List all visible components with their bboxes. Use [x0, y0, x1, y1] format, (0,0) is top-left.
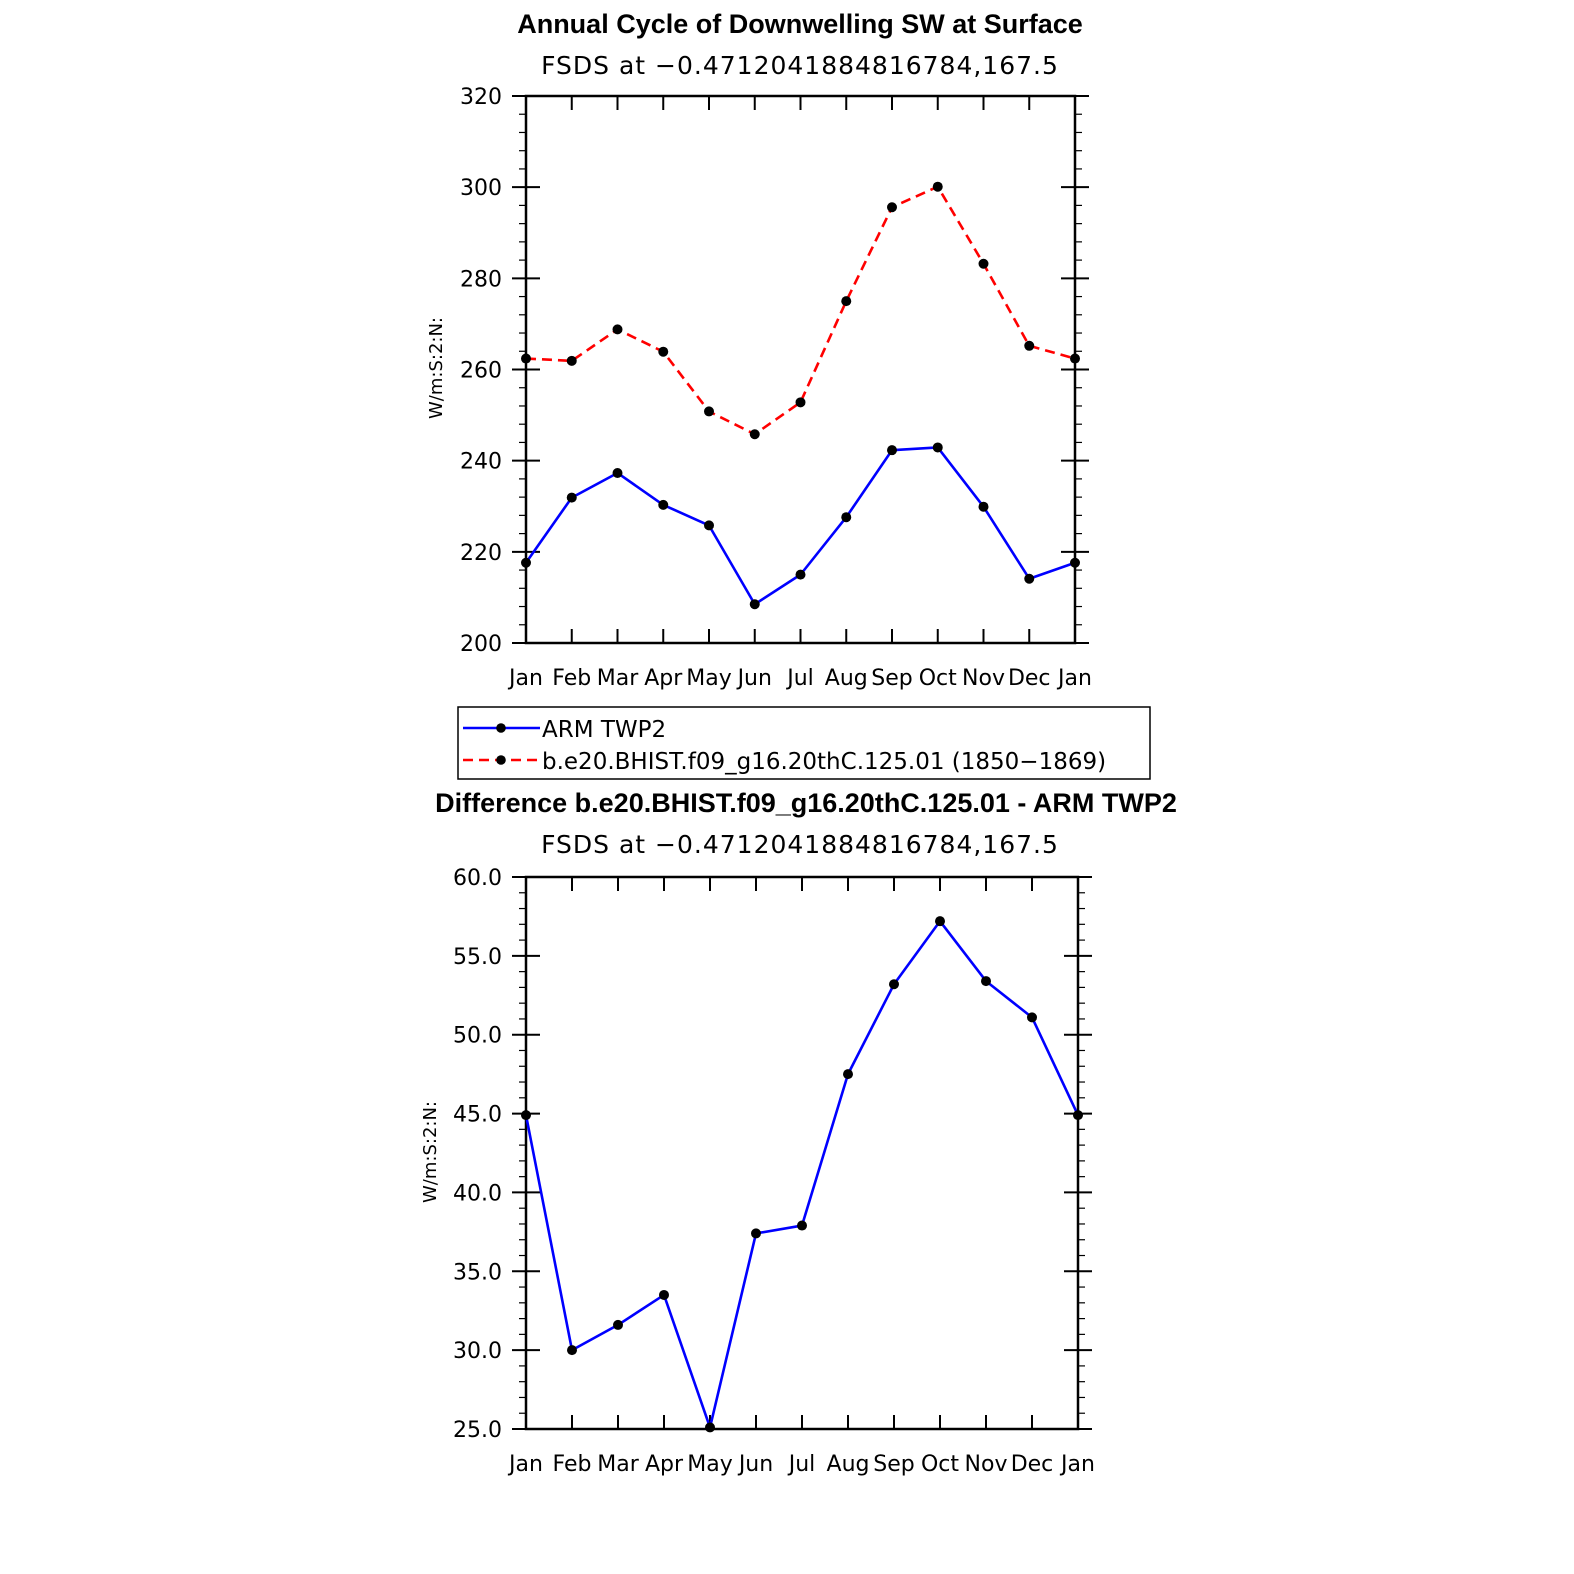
top-series-0-point	[932, 442, 943, 453]
bottom-xtick-label: Apr	[645, 1452, 684, 1477]
bottom-chart-title: Difference b.e20.BHIST.f09_g16.20thC.125…	[435, 788, 1177, 818]
top-ytick-label: 220	[460, 541, 502, 566]
legend: ARM TWP2 b.e20.BHIST.f09_g16.20thC.125.0…	[457, 706, 1151, 780]
top-series-1-point	[521, 353, 531, 364]
legend-label-model: b.e20.BHIST.f09_g16.20thC.125.01 (1850−1…	[542, 749, 1106, 775]
top-xtick-label: Jan	[1056, 666, 1092, 691]
top-xtick-label: Sep	[871, 666, 912, 691]
bottom-ytick-label: 60.0	[453, 866, 502, 891]
bottom-ytick-label: 30.0	[453, 1339, 502, 1364]
legend-box	[457, 706, 1151, 780]
top-series-1-point	[795, 397, 806, 408]
bottom-series-0-point	[567, 1345, 577, 1356]
top-xtick-label: Jul	[785, 666, 814, 691]
top-series-0-point	[521, 557, 531, 568]
top-series-1-point	[841, 296, 852, 307]
bottom-xtick-label: Aug	[827, 1452, 870, 1477]
bottom-xtick-label: May	[687, 1452, 732, 1477]
top-plot-area: Jan Feb Mar Apr May Jun Jul Aug Sep Oct Nov Dec Jan2…	[460, 85, 1092, 691]
bottom-series-0-point	[797, 1220, 807, 1231]
top-ytick-label: 240	[460, 450, 502, 475]
top-xtick-label: Nov	[962, 666, 1005, 691]
top-xtick-label: Jan	[507, 666, 543, 691]
top-series-0-point	[1024, 573, 1035, 584]
top-ytick-label: 320	[460, 85, 502, 110]
bottom-xtick-label: Nov	[965, 1452, 1008, 1477]
bottom-chart-ylabel: W/m:S:2:N:	[420, 1101, 441, 1203]
top-series-1-point	[566, 355, 577, 366]
bottom-xtick-label: Jul	[787, 1452, 816, 1477]
top-series-0-point	[841, 512, 852, 523]
bottom-xtick-label: Jan	[1059, 1452, 1095, 1477]
top-series-1-point	[932, 181, 943, 192]
bottom-series-0-point	[751, 1228, 761, 1239]
bottom-xtick-label: Dec	[1011, 1452, 1054, 1477]
bottom-series-0-point	[889, 979, 899, 990]
legend-label-arm: ARM TWP2	[542, 717, 666, 743]
top-ytick-label: 300	[460, 176, 502, 201]
top-series-1-point	[1070, 353, 1080, 364]
top-xtick-label: May	[686, 666, 731, 691]
legend-marker-arm	[496, 723, 506, 733]
top-series-1-point	[978, 258, 989, 269]
top-series-0-point	[658, 499, 669, 510]
top-ytick-label: 260	[460, 359, 502, 384]
bottom-series-0-point	[843, 1069, 853, 1080]
bottom-series-0-point	[1027, 1012, 1037, 1023]
top-xtick-label: Aug	[825, 666, 868, 691]
legend-marker-model	[496, 755, 506, 765]
bottom-series-0-point	[613, 1319, 623, 1330]
top-series-0-point	[566, 492, 577, 503]
bottom-ytick-label: 25.0	[453, 1418, 502, 1443]
top-series-0-point	[704, 520, 714, 531]
top-series-1-point	[749, 429, 760, 440]
bottom-xtick-label: Mar	[597, 1452, 639, 1477]
bottom-series-0-point	[935, 916, 945, 927]
top-series-0-point	[887, 445, 897, 456]
bottom-series-0-point	[1073, 1110, 1083, 1121]
top-series-0-point	[978, 501, 989, 512]
top-ytick-label: 200	[460, 632, 502, 657]
bottom-xtick-label: Jun	[737, 1452, 773, 1477]
bottom-xtick-label: Jan	[507, 1452, 543, 1477]
top-xtick-label: Jun	[736, 666, 772, 691]
top-series-0-point	[612, 467, 623, 478]
top-chart-ylabel: W/m:S:2:N:	[426, 317, 447, 419]
bottom-ytick-label: 35.0	[453, 1260, 502, 1285]
bottom-series-0-point	[981, 976, 991, 987]
bottom-xtick-label: Feb	[553, 1452, 592, 1477]
top-series-0-point	[749, 599, 760, 610]
top-series-0-point	[1070, 557, 1080, 568]
top-ytick-label: 280	[460, 267, 502, 292]
top-xtick-label: Apr	[644, 666, 683, 691]
top-xtick-label: Feb	[552, 666, 591, 691]
bottom-xtick-label: Oct	[921, 1452, 959, 1477]
top-xtick-label: Oct	[919, 666, 957, 691]
top-series-1-point	[612, 324, 623, 335]
bottom-series-0-point	[521, 1110, 531, 1121]
bottom-ytick-label: 45.0	[453, 1103, 502, 1128]
top-series-1-point	[1024, 340, 1035, 351]
top-series-1-point	[658, 346, 669, 357]
top-xtick-label: Dec	[1008, 666, 1051, 691]
bottom-ytick-label: 50.0	[453, 1024, 502, 1049]
bottom-chart-subtitle: FSDS at −0.4712041884816784,167.5	[541, 830, 1059, 859]
bottom-series-0-point	[659, 1289, 669, 1300]
top-chart-subtitle: FSDS at −0.4712041884816784,167.5	[541, 51, 1059, 80]
top-chart-title: Annual Cycle of Downwelling SW at Surfac…	[517, 9, 1083, 39]
bottom-plot-area: Jan Feb Mar Apr May Jun Jul Aug Sep Oct Nov Dec Jan2…	[453, 866, 1095, 1477]
top-series-1-point	[704, 406, 714, 417]
bottom-ytick-label: 55.0	[453, 945, 502, 970]
bottom-xtick-label: Sep	[873, 1452, 914, 1477]
top-xtick-label: Mar	[597, 666, 639, 691]
bottom-series-0-point	[705, 1422, 715, 1433]
top-series-0-point	[795, 569, 806, 580]
bottom-ytick-label: 40.0	[453, 1181, 502, 1206]
top-series-1-point	[887, 202, 897, 213]
